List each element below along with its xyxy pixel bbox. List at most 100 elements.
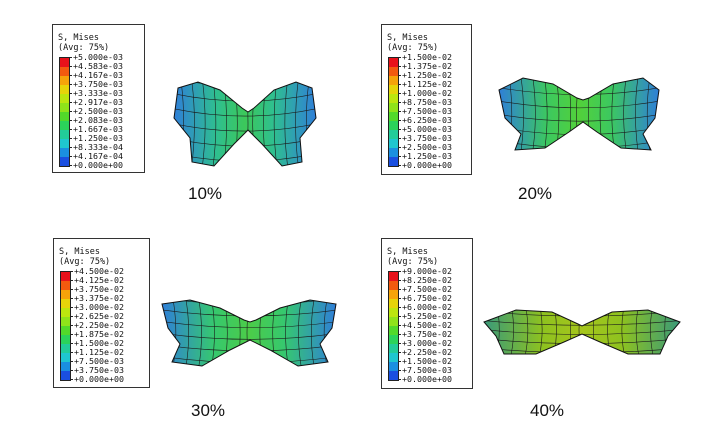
legend-subtitle: (Avg: 75%) bbox=[58, 43, 110, 53]
legend-value: +2.917e-03 bbox=[73, 97, 123, 107]
legend-tick bbox=[398, 147, 401, 148]
color-swatch bbox=[61, 299, 70, 308]
legend-value: +4.167e-03 bbox=[73, 70, 123, 80]
legend-value: +1.250e-03 bbox=[402, 151, 452, 161]
legend-tick bbox=[398, 84, 401, 85]
legend-value: +4.125e-02 bbox=[74, 275, 124, 285]
legend-value: +6.750e-02 bbox=[402, 293, 452, 303]
color-swatch bbox=[389, 121, 398, 130]
color-swatch bbox=[61, 353, 70, 362]
color-bar bbox=[59, 57, 70, 167]
legend-value: +0.000e+00 bbox=[402, 160, 452, 170]
color-swatch bbox=[60, 85, 69, 94]
color-swatch bbox=[389, 308, 398, 317]
deformed-mesh-shape bbox=[173, 81, 317, 167]
color-swatch bbox=[61, 344, 70, 353]
legend-tick bbox=[70, 352, 73, 353]
legend-tick bbox=[69, 165, 72, 166]
color-swatch bbox=[389, 299, 398, 308]
legend-value: +5.000e-03 bbox=[402, 124, 452, 134]
legend-value: +1.000e-02 bbox=[402, 88, 452, 98]
strain-caption: 20% bbox=[518, 184, 553, 203]
color-swatch bbox=[389, 103, 398, 112]
legend-tick bbox=[398, 138, 401, 139]
legend-value: +3.750e-03 bbox=[73, 79, 123, 89]
legend-tick bbox=[398, 111, 401, 112]
color-swatch bbox=[389, 344, 398, 353]
legend-value: +1.250e-02 bbox=[402, 70, 452, 80]
color-swatch bbox=[389, 317, 398, 326]
color-bar bbox=[60, 271, 71, 381]
legend-tick bbox=[398, 271, 401, 272]
legend-box: S, Mises (Avg: 75%) +4.500e-02 +4.125e-02… bbox=[53, 238, 150, 388]
deformed-mesh-shape bbox=[161, 299, 337, 367]
legend-value: +3.333e-03 bbox=[73, 88, 123, 98]
legend-tick bbox=[70, 280, 73, 281]
legend-tick bbox=[398, 370, 401, 371]
color-swatch bbox=[389, 157, 398, 166]
legend-tick bbox=[398, 57, 401, 58]
color-swatch bbox=[389, 139, 398, 148]
legend-value: +4.583e-03 bbox=[73, 61, 123, 71]
legend-value: +8.333e-04 bbox=[73, 142, 123, 152]
legend-value: +3.375e-02 bbox=[74, 293, 124, 303]
legend-tick bbox=[69, 84, 72, 85]
legend-value: +3.750e-03 bbox=[74, 365, 124, 375]
legend-title: S, Mises bbox=[387, 33, 428, 43]
legend-tick bbox=[69, 138, 72, 139]
legend-value: +2.500e-03 bbox=[402, 142, 452, 152]
color-swatch bbox=[389, 272, 398, 281]
legend-tick bbox=[398, 165, 401, 166]
legend-tick bbox=[70, 307, 73, 308]
legend-value: +1.500e-02 bbox=[402, 52, 452, 62]
legend-tick bbox=[398, 316, 401, 317]
legend-tick bbox=[398, 307, 401, 308]
legend-box: S, Mises (Avg: 75%) +1.500e-02 +1.375e-02… bbox=[381, 24, 472, 175]
legend-tick bbox=[70, 343, 73, 344]
legend-value: +3.000e-02 bbox=[402, 338, 452, 348]
color-swatch bbox=[389, 362, 398, 371]
color-swatch bbox=[389, 85, 398, 94]
strain-caption: 40% bbox=[530, 401, 565, 420]
legend-value: +7.500e-03 bbox=[402, 365, 452, 375]
color-swatch bbox=[61, 290, 70, 299]
legend-value: +2.083e-03 bbox=[73, 115, 123, 125]
legend-value: +7.500e-02 bbox=[402, 284, 452, 294]
color-swatch bbox=[60, 139, 69, 148]
legend-tick bbox=[70, 289, 73, 290]
legend-tick bbox=[398, 361, 401, 362]
legend-tick bbox=[69, 66, 72, 67]
legend-value: +1.500e-02 bbox=[74, 338, 124, 348]
color-swatch bbox=[60, 76, 69, 85]
color-swatch bbox=[61, 281, 70, 290]
legend-tick bbox=[398, 120, 401, 121]
legend-tick bbox=[398, 334, 401, 335]
legend-tick bbox=[398, 343, 401, 344]
deformed-mesh-shape bbox=[483, 309, 681, 355]
legend-tick bbox=[70, 379, 73, 380]
color-swatch bbox=[389, 112, 398, 121]
legend-title: S, Mises bbox=[59, 247, 100, 257]
panel-40: S, Mises (Avg: 75%) +9.000e-02 +8.250e-02… bbox=[0, 0, 681, 420]
legend-box: S, Mises (Avg: 75%) +5.000e-03 +4.583e-03… bbox=[52, 24, 145, 173]
color-swatch bbox=[389, 353, 398, 362]
legend-tick bbox=[69, 156, 72, 157]
mesh-body bbox=[162, 300, 336, 366]
color-swatch bbox=[389, 326, 398, 335]
legend-subtitle: (Avg: 75%) bbox=[387, 257, 439, 267]
legend-tick bbox=[70, 370, 73, 371]
legend-value: +4.167e-04 bbox=[73, 151, 123, 161]
legend-tick bbox=[70, 334, 73, 335]
legend-value: +1.375e-02 bbox=[402, 61, 452, 71]
legend-value: +0.000e+00 bbox=[74, 374, 124, 384]
color-swatch bbox=[389, 58, 398, 67]
legend-value: +6.250e-03 bbox=[402, 115, 452, 125]
legend-tick bbox=[70, 316, 73, 317]
mesh-outline bbox=[161, 299, 337, 367]
color-swatch bbox=[60, 121, 69, 130]
legend-value: +1.250e-03 bbox=[73, 133, 123, 143]
color-bar bbox=[388, 57, 399, 167]
legend-tick bbox=[398, 325, 401, 326]
legend-value: +1.125e-02 bbox=[74, 347, 124, 357]
legend-tick bbox=[398, 75, 401, 76]
